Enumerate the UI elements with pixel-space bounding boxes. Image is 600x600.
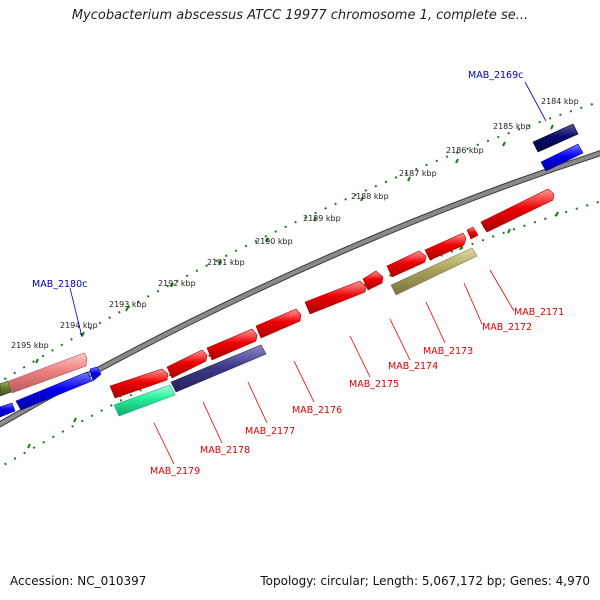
gene-label-mab-2173[interactable]: MAB_2173 bbox=[423, 346, 473, 357]
leader-line bbox=[202, 401, 223, 444]
gene-label-mab-2177[interactable]: MAB_2177 bbox=[245, 426, 295, 437]
leader-line bbox=[153, 422, 175, 465]
forward-strand-genes[interactable] bbox=[0, 123, 579, 399]
tick-label-2188: 2188 kbp bbox=[351, 192, 389, 201]
gene-arrow[interactable] bbox=[390, 247, 478, 296]
gene-label-mab-2169c[interactable]: MAB_2169c bbox=[468, 70, 523, 81]
leader-line bbox=[524, 81, 547, 122]
gene-arrow[interactable] bbox=[480, 188, 555, 233]
tick-label-2191: 2191 kbp bbox=[207, 258, 245, 267]
gene-arrow[interactable] bbox=[0, 402, 16, 418]
gene-arrow[interactable] bbox=[206, 328, 258, 361]
inner-ruler-dots bbox=[0, 200, 600, 469]
reverse-strand-genes[interactable] bbox=[0, 143, 584, 418]
topology-summary: Topology: circular; Length: 5,067,172 bp… bbox=[260, 574, 590, 588]
gene-label-mab-2175[interactable]: MAB_2175 bbox=[349, 379, 399, 390]
gene-arrow[interactable] bbox=[113, 384, 176, 417]
tick-label-2190: 2190 kbp bbox=[255, 237, 293, 246]
gene-arrow[interactable] bbox=[8, 352, 88, 394]
leader-line bbox=[293, 360, 315, 403]
leader-line bbox=[389, 318, 411, 361]
gene-label-mab-2178[interactable]: MAB_2178 bbox=[200, 445, 250, 456]
gene-arrow[interactable] bbox=[89, 366, 102, 382]
gene-arrow[interactable] bbox=[540, 143, 584, 172]
chromosome-backbone bbox=[0, 150, 600, 428]
gene-arrow[interactable] bbox=[255, 308, 302, 339]
leader-line bbox=[69, 287, 83, 338]
upper-gene-labels: MAB_2169c MAB_2180c bbox=[32, 70, 547, 338]
tick-label-2184: 2184 kbp bbox=[541, 97, 579, 106]
leader-line bbox=[247, 381, 268, 424]
chromosome-backbone-highlight bbox=[0, 151, 600, 427]
gene-label-mab-2179[interactable]: MAB_2179 bbox=[150, 466, 200, 477]
gene-label-mab-2171[interactable]: MAB_2171 bbox=[514, 307, 564, 318]
gene-label-mab-2174[interactable]: MAB_2174 bbox=[388, 361, 438, 372]
lower-gene-labels: MAB_2171 MAB_2172 MAB_2173 MAB_2174 MAB_… bbox=[150, 269, 564, 477]
gene-arrow[interactable] bbox=[304, 280, 367, 315]
gene-arrow[interactable] bbox=[532, 123, 579, 153]
gene-arrow[interactable] bbox=[0, 380, 12, 397]
gene-arrow[interactable] bbox=[424, 232, 467, 261]
gene-arrow[interactable] bbox=[15, 371, 93, 411]
accession-text: Accession: NC_010397 bbox=[10, 574, 147, 588]
tick-label-2193: 2193 kbp bbox=[109, 300, 147, 309]
gene-label-mab-2180c[interactable]: MAB_2180c bbox=[32, 279, 87, 290]
leader-line bbox=[349, 335, 371, 378]
gene-arrow[interactable] bbox=[170, 344, 267, 393]
gene-arrow[interactable] bbox=[466, 226, 479, 240]
outer-ruler-ticks bbox=[35, 124, 554, 364]
tick-label-2195: 2195 kbp bbox=[11, 341, 49, 350]
gene-arrow[interactable] bbox=[109, 368, 169, 399]
leader-line bbox=[425, 301, 446, 344]
tick-label-2185: 2185 kbp bbox=[493, 122, 531, 131]
gene-label-mab-2176[interactable]: MAB_2176 bbox=[292, 405, 342, 416]
gene-arrow[interactable] bbox=[166, 349, 208, 379]
map-title: Mycobacterium abscessus ATCC 19977 chrom… bbox=[71, 8, 529, 23]
outer-ruler-dots bbox=[0, 100, 600, 384]
tick-label-2186: 2186 kbp bbox=[446, 146, 484, 155]
gene-label-mab-2172[interactable]: MAB_2172 bbox=[482, 322, 532, 333]
tick-label-2192: 2192 kbp bbox=[158, 279, 196, 288]
leader-line bbox=[463, 282, 483, 325]
gene-arrow[interactable] bbox=[362, 270, 384, 291]
leader-line bbox=[489, 269, 515, 312]
tick-label-2187: 2187 kbp bbox=[399, 169, 437, 178]
gene-arrow[interactable] bbox=[386, 250, 427, 278]
tick-label-2189: 2189 kbp bbox=[303, 214, 341, 223]
